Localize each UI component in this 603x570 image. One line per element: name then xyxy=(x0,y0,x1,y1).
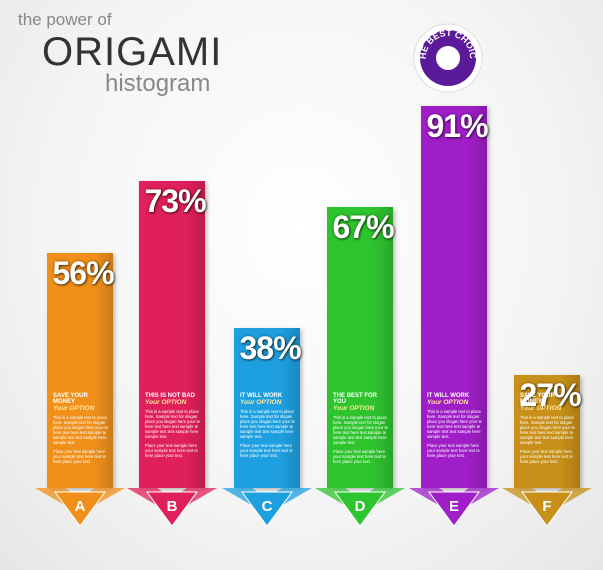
bar-option: Your OPTION xyxy=(427,398,469,406)
bar-paragraph: This is a sample text to place here. Sam… xyxy=(240,408,295,439)
value-label: 91% xyxy=(426,107,488,144)
bar-paragraph: Place your text sample here your sample … xyxy=(333,448,386,464)
bar-paragraph: Place your text sample here your sample … xyxy=(145,442,198,458)
bar-paragraph: Place your text sample here your sample … xyxy=(240,442,293,458)
bar: 67% THE BEST FOR YOU Your OPTION This is a … xyxy=(327,206,395,488)
bar: 91% IT WILL WORK Your OPTION This is a samp… xyxy=(421,105,489,488)
tab-triangle xyxy=(241,491,293,527)
bar-paragraph: This is a sample text to place here. Sam… xyxy=(53,414,108,445)
bar-option: Your OPTION xyxy=(145,398,187,406)
category-tab: F xyxy=(502,488,592,527)
bar: 73% THIS IS NOT BAD Your OPTION This is a s… xyxy=(139,181,207,488)
bar-heading: IT WILL WORK xyxy=(427,392,470,399)
value-label: 73% xyxy=(144,183,206,220)
bar-text: SAVE YOUR MONEY Your OPTION This is a samp… xyxy=(53,393,111,468)
category-tab: C xyxy=(222,488,312,527)
bar: 38% IT WILL WORK Your OPTION This is a samp… xyxy=(234,328,302,488)
bar-paragraph: Place your text sample here your sample … xyxy=(53,448,106,464)
x-tick-label: F xyxy=(542,498,551,515)
bar-option: Your OPTION xyxy=(333,404,375,412)
pretitle: the power of xyxy=(18,10,112,29)
x-tick-label: A xyxy=(75,498,86,515)
bar-heading: SAVE YOUR MONEY xyxy=(520,392,555,405)
value-label: 38% xyxy=(239,330,301,367)
value-label: 27% xyxy=(519,376,581,413)
bar-option: Your OPTION xyxy=(53,404,95,412)
bar-text: THE BEST FOR YOU Your OPTION This is a sam… xyxy=(333,393,391,468)
value-label: 67% xyxy=(332,208,394,245)
bar-paragraph: Place your text sample here your sample … xyxy=(427,442,480,458)
bar-paragraph: This is a sample text to place here. Sam… xyxy=(520,414,575,445)
category-tab: D xyxy=(315,488,405,527)
category-tab: B xyxy=(127,488,217,527)
bar-text: SAVE YOUR MONEY Your OPTION This is a samp… xyxy=(520,393,578,468)
bar-paragraph: This is a sample text to place here. Sam… xyxy=(145,408,200,439)
bar-paragraph: Place your text sample here your sample … xyxy=(520,448,573,464)
bar-heading: THIS IS NOT BAD xyxy=(145,392,196,399)
value-label: 56% xyxy=(52,254,114,291)
bar-heading: IT WILL WORK xyxy=(240,392,283,399)
bar: 56% SAVE YOUR MONEY Your OPTION This is a s… xyxy=(47,252,115,488)
tab-triangle xyxy=(146,491,198,527)
bar-option: Your OPTION xyxy=(240,398,282,406)
tab-triangle xyxy=(521,491,573,527)
x-tick-label: C xyxy=(262,498,273,515)
bar-paragraph: This is a sample text to place here. Sam… xyxy=(427,408,482,439)
x-tick-label: B xyxy=(167,498,178,515)
category-tab: A xyxy=(35,488,125,527)
x-tick-label: D xyxy=(355,498,366,515)
badge: THE BEST CHOICE xyxy=(412,22,483,93)
tab-triangle xyxy=(54,491,106,527)
bar-text: THIS IS NOT BAD Your OPTION This is a samp… xyxy=(145,393,203,462)
x-tick-label: E xyxy=(449,498,459,515)
chart-subtitle: histogram xyxy=(105,70,211,97)
bar-text: IT WILL WORK Your OPTION This is a sample … xyxy=(427,393,485,462)
category-tab: E xyxy=(409,488,499,527)
tab-triangle xyxy=(428,491,480,527)
bar-paragraph: This is a sample text to place here. Sam… xyxy=(333,414,388,445)
chart-title: ORIGAMI xyxy=(42,30,223,74)
bar-option: Your OPTION xyxy=(520,404,562,412)
tab-triangle xyxy=(334,491,386,527)
bar-text: IT WILL WORK Your OPTION This is a sample … xyxy=(240,393,298,462)
bar: 27% SAVE YOUR MONEY Your OPTION This is a s… xyxy=(514,374,582,488)
bar-heading: THE BEST FOR YOU xyxy=(333,392,378,405)
bar-heading: SAVE YOUR MONEY xyxy=(53,392,88,405)
